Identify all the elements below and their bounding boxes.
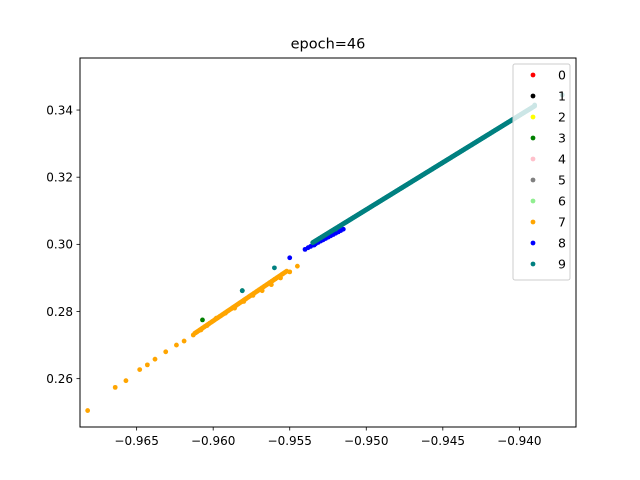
legend-marker	[530, 114, 536, 120]
y-tick-label: 0.34	[46, 103, 73, 117]
data-point	[268, 282, 274, 288]
data-point	[287, 269, 293, 275]
plot-frame	[79, 57, 577, 428]
data-point	[232, 305, 238, 311]
legend-label: 3	[558, 131, 566, 146]
legend-label: 7	[558, 215, 566, 230]
data-point	[259, 288, 265, 294]
data-point	[340, 226, 346, 232]
data-point	[85, 408, 91, 413]
data-point	[204, 323, 210, 328]
y-axis: 0.26 0.28 0.30 0.32 0.34	[46, 103, 80, 386]
legend-marker	[530, 177, 536, 183]
data-point	[200, 317, 205, 323]
legend-marker	[530, 135, 536, 141]
y-tick-label: 0.28	[46, 305, 73, 319]
legend-marker	[530, 240, 536, 246]
data-point	[174, 342, 179, 348]
y-tick-label: 0.32	[46, 170, 73, 184]
legend-label: 8	[558, 236, 566, 251]
legend-marker	[530, 198, 536, 204]
data-point	[137, 367, 143, 372]
points-layer	[85, 92, 565, 413]
data-point	[213, 315, 219, 321]
data-point	[287, 255, 293, 261]
data-point	[190, 332, 196, 338]
data-point	[163, 349, 169, 355]
legend-marker	[530, 261, 536, 267]
legend-label: 0	[558, 68, 566, 83]
y-tick-label: 0.26	[46, 372, 73, 386]
x-tick-label: −0.945	[421, 434, 465, 448]
legend-marker	[530, 156, 536, 162]
data-point	[123, 378, 129, 384]
y-tick-label: 0.30	[46, 238, 73, 252]
x-tick-label: −0.940	[497, 434, 541, 448]
x-tick-label: −0.965	[114, 434, 158, 448]
data-point	[239, 288, 245, 294]
legend-label: 5	[558, 173, 566, 188]
series-7	[85, 263, 300, 413]
data-point	[294, 263, 300, 269]
data-point	[241, 299, 247, 304]
data-point	[144, 362, 150, 368]
legend: 0 1 2 3 4 5 6 7 8 9	[512, 63, 571, 281]
series-8	[287, 226, 346, 261]
legend-label: 4	[558, 152, 566, 167]
series-9	[239, 92, 565, 294]
data-point	[112, 384, 118, 390]
legend-marker	[530, 93, 536, 99]
data-point	[333, 226, 339, 232]
data-point	[198, 327, 204, 333]
x-axis: −0.965 −0.960 −0.955 −0.950 −0.945 −0.940	[114, 427, 542, 448]
legend-label: 9	[558, 257, 566, 272]
legend-label: 6	[558, 194, 566, 209]
data-point	[152, 356, 158, 362]
x-tick-label: −0.960	[191, 434, 235, 448]
data-point	[278, 275, 283, 281]
data-point	[250, 292, 256, 298]
legend-marker	[530, 219, 536, 225]
x-tick-label: −0.955	[268, 434, 312, 448]
legend-marker	[530, 72, 536, 78]
data-point	[181, 338, 187, 344]
data-point	[302, 246, 308, 252]
legend-box	[512, 63, 571, 281]
x-tick-label: −0.950	[344, 434, 388, 448]
chart-title: epoch=46	[291, 37, 366, 53]
data-point	[272, 265, 277, 271]
legend-label: 2	[558, 110, 566, 125]
legend-label: 1	[558, 89, 566, 104]
data-point	[223, 310, 228, 316]
